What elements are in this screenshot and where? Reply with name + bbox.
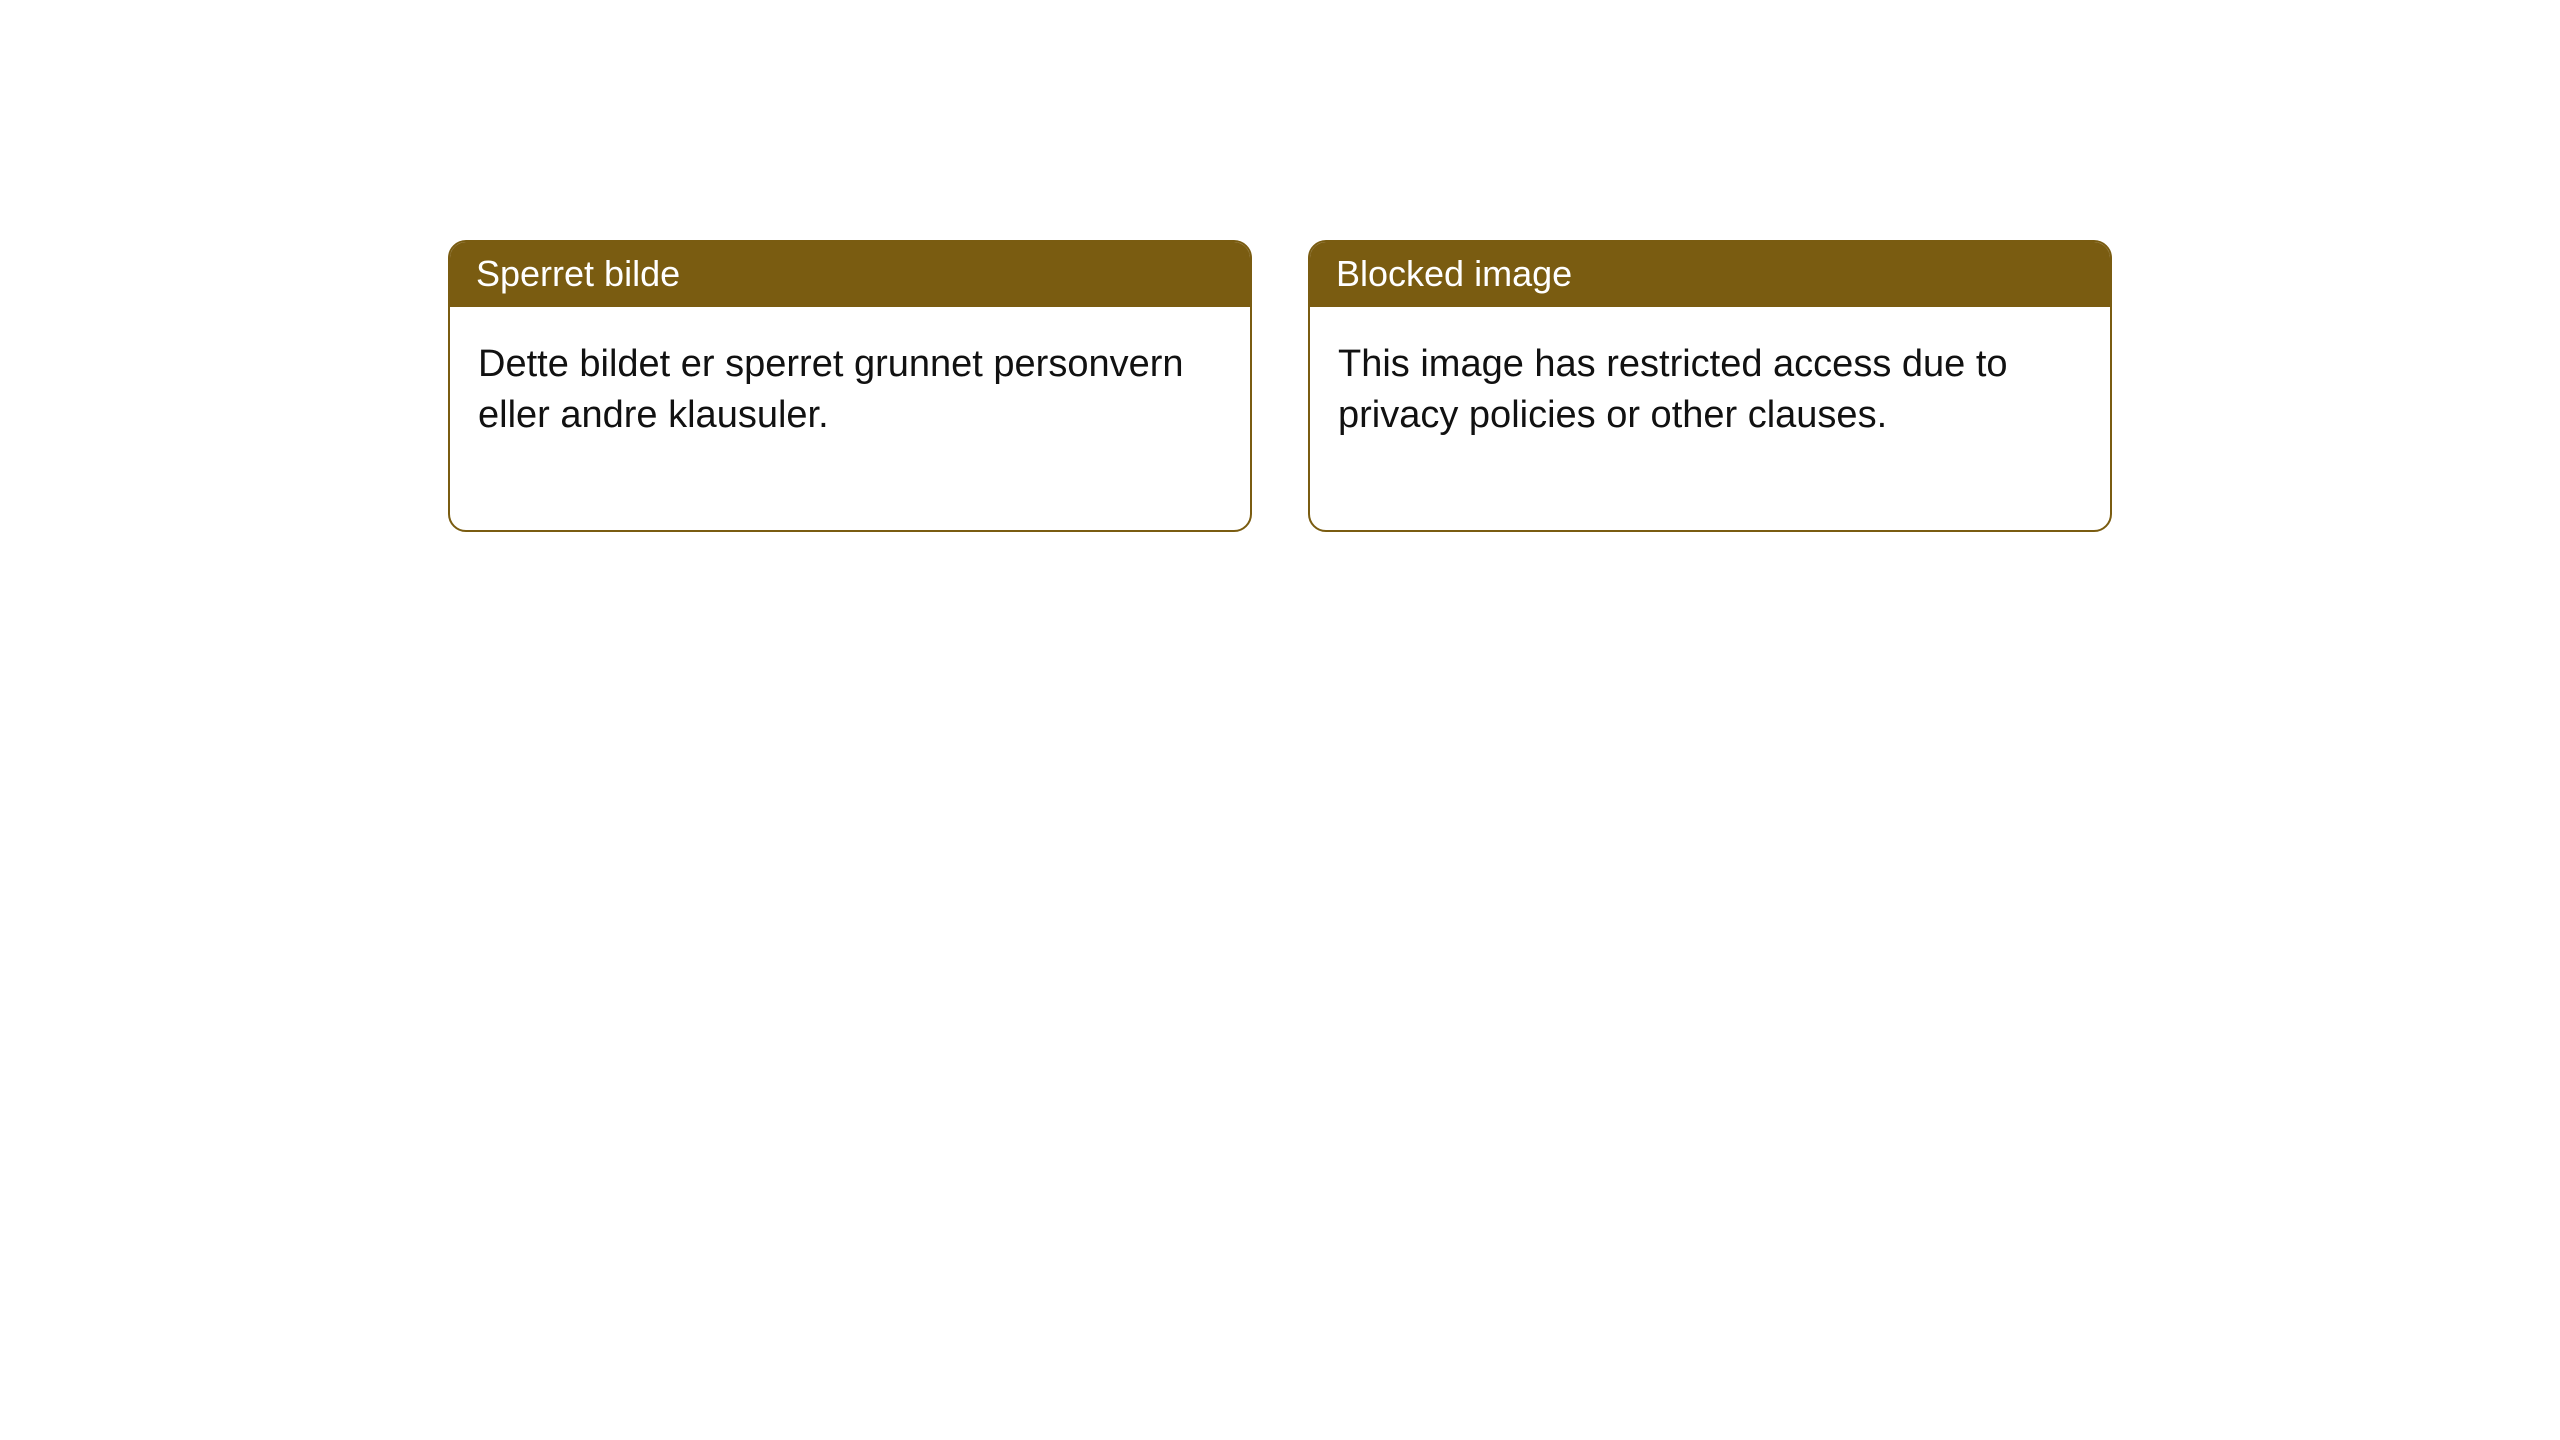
notice-title-english: Blocked image (1310, 242, 2110, 307)
notices-container: Sperret bilde Dette bildet er sperret gr… (0, 0, 2560, 532)
notice-title-norwegian: Sperret bilde (450, 242, 1250, 307)
notice-card-english: Blocked image This image has restricted … (1308, 240, 2112, 532)
notice-card-norwegian: Sperret bilde Dette bildet er sperret gr… (448, 240, 1252, 532)
notice-body-english: This image has restricted access due to … (1310, 307, 2110, 530)
notice-body-norwegian: Dette bildet er sperret grunnet personve… (450, 307, 1250, 530)
